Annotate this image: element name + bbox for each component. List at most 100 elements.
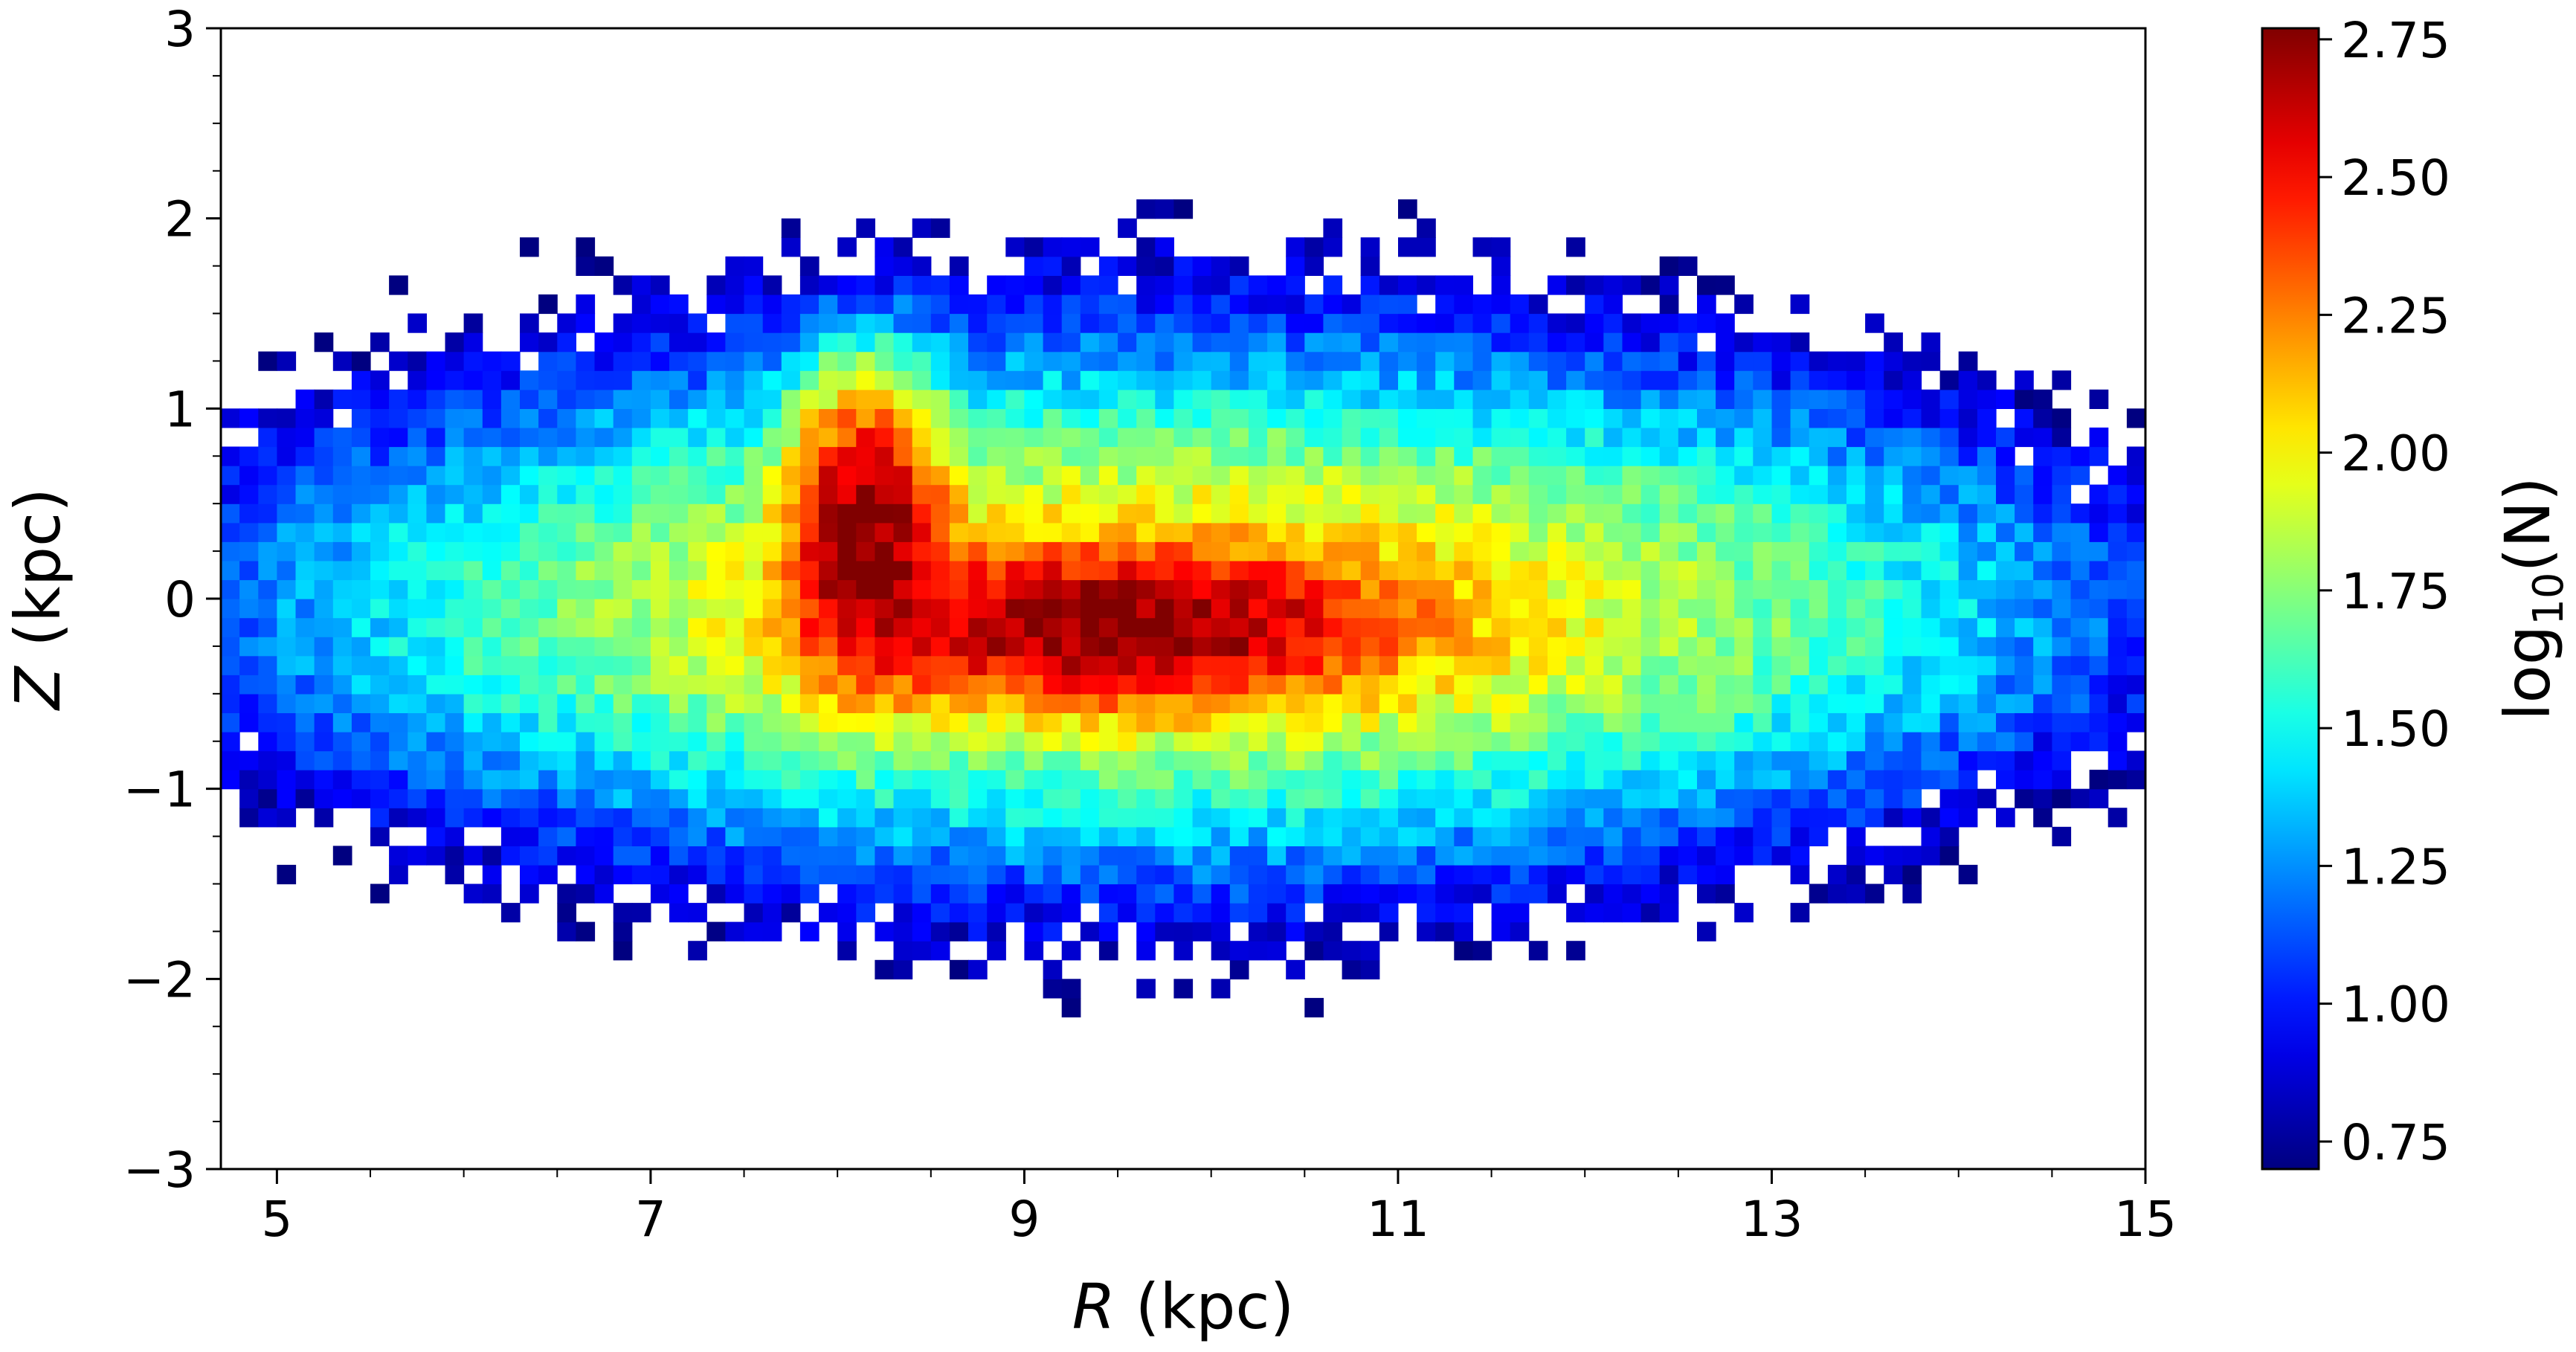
heatmap-cell (1417, 427, 1436, 448)
heatmap-cell (875, 617, 895, 637)
heatmap-cell (2015, 466, 2034, 486)
heatmap-cell (613, 484, 633, 504)
heatmap-cell (1865, 693, 1884, 713)
heatmap-cell (1005, 750, 1025, 770)
heatmap-cell (500, 788, 521, 808)
heatmap-cell (594, 408, 614, 428)
heatmap-cell (1417, 693, 1436, 713)
heatmap-cell (1510, 693, 1530, 713)
heatmap-cell (1098, 903, 1118, 923)
heatmap-cell (688, 484, 707, 504)
heatmap-cell (1510, 637, 1530, 657)
heatmap-cell (1640, 370, 1661, 390)
heatmap-cell (2070, 693, 2090, 713)
heatmap-cell (1510, 864, 1530, 885)
heatmap-cell (819, 389, 838, 409)
heatmap-cell (631, 808, 651, 828)
heatmap-cell (1267, 446, 1287, 466)
heatmap-cell (1379, 599, 1399, 619)
heatmap-cell (1716, 560, 1735, 581)
heatmap-cell (1734, 770, 1754, 790)
heatmap-cell (987, 579, 1006, 599)
heatmap-cell (1379, 389, 1399, 409)
heatmap-cell (2070, 675, 2090, 695)
heatmap-cell (277, 750, 297, 770)
heatmap-cell (576, 446, 596, 466)
heatmap-cell (1678, 332, 1698, 353)
heatmap-cell (987, 351, 1006, 371)
heatmap-cell (762, 351, 782, 371)
heatmap-cell (837, 275, 857, 295)
heatmap-cell (1958, 864, 1978, 885)
heatmap-cell (538, 294, 558, 315)
heatmap-cell (1939, 484, 1960, 504)
heatmap-cell (1417, 655, 1436, 675)
heatmap-cell (576, 560, 596, 581)
heatmap-cell (1360, 427, 1380, 448)
heatmap-cell (1005, 903, 1025, 923)
heatmap-cell (688, 826, 707, 846)
heatmap-cell (669, 332, 689, 353)
heatmap-cell (706, 522, 726, 542)
heatmap-cell (1192, 712, 1212, 733)
heatmap-cell (1771, 617, 1791, 637)
heatmap-cell (856, 770, 875, 790)
heatmap-cell (1603, 313, 1623, 333)
heatmap-cell (221, 466, 240, 486)
heatmap-cell (781, 903, 801, 923)
heatmap-cell (781, 599, 801, 619)
heatmap-cell (762, 313, 782, 333)
heatmap-cell (2033, 788, 2052, 808)
heatmap-cell (1491, 275, 1511, 295)
heatmap-cell (669, 826, 689, 846)
heatmap-cell (1024, 275, 1044, 295)
heatmap-cell (1827, 655, 1847, 675)
heatmap-cell (1136, 732, 1156, 752)
heatmap-cell (1566, 446, 1585, 466)
heatmap-cell (1024, 808, 1044, 828)
heatmap-cell (2033, 655, 2052, 675)
heatmap-cell (1267, 294, 1287, 315)
heatmap-cell (1267, 351, 1287, 371)
heatmap-cell (1173, 693, 1194, 713)
heatmap-cell (520, 237, 539, 257)
heatmap-cell (1771, 826, 1791, 846)
heatmap-cell (893, 579, 913, 599)
heatmap-cell (819, 637, 838, 657)
heatmap-cell (445, 351, 465, 371)
heatmap-cell (1136, 484, 1156, 504)
heatmap-cell (1248, 808, 1268, 828)
heatmap-cell (1659, 712, 1679, 733)
heatmap-cell (875, 560, 895, 581)
heatmap-cell (1678, 351, 1698, 371)
heatmap-cell (1043, 503, 1063, 524)
heatmap-cell (1080, 389, 1100, 409)
heatmap-cell (819, 770, 838, 790)
heatmap-cell (482, 427, 502, 448)
heatmap-cell (1491, 332, 1511, 353)
heatmap-cell (1790, 294, 1810, 315)
heatmap-cell (987, 294, 1006, 315)
heatmap-cell (1809, 370, 1829, 390)
heatmap-cell (2052, 427, 2072, 448)
heatmap-cell (594, 712, 614, 733)
heatmap-cell (221, 484, 240, 504)
heatmap-cell (1827, 788, 1847, 808)
heatmap-cell (893, 921, 913, 941)
heatmap-cell (1360, 370, 1380, 390)
heatmap-cell (520, 693, 539, 713)
heatmap-cell (669, 770, 689, 790)
heatmap-cell (408, 408, 427, 428)
heatmap-cell (1024, 732, 1044, 752)
heatmap-cell (987, 770, 1006, 790)
heatmap-cell (1267, 389, 1287, 409)
heatmap-cell (1211, 294, 1231, 315)
heatmap-cell (1248, 941, 1268, 961)
heatmap-cell (1360, 466, 1380, 486)
heatmap-cell (930, 351, 950, 371)
heatmap-cell (1585, 693, 1604, 713)
heatmap-cell (1753, 712, 1772, 733)
heatmap-cell (875, 808, 895, 828)
heatmap-cell (426, 408, 446, 428)
heatmap-cell (1229, 446, 1249, 466)
